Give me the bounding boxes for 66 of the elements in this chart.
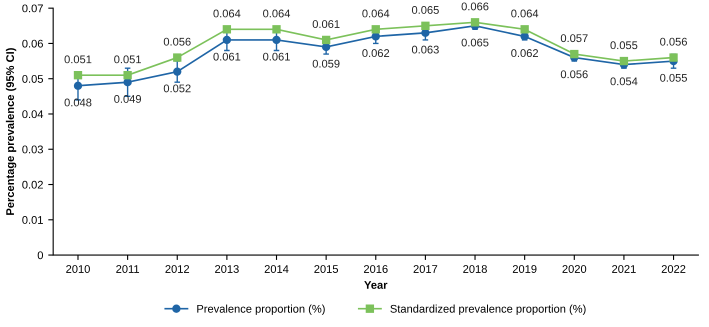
y-tick-label: 0.07 (22, 4, 43, 12)
x-tick-label: 2021 (612, 265, 636, 273)
point (222, 36, 232, 44)
data-label: 0.051 (114, 55, 141, 64)
y-tick-label: 0.03 (22, 146, 43, 154)
x-tick-label: 2017 (414, 265, 438, 273)
point (372, 25, 380, 34)
point (74, 82, 82, 90)
data-label: 0.063 (412, 46, 439, 54)
data-label: 0.056 (660, 38, 687, 46)
point (173, 67, 182, 76)
data-label: 0.056 (560, 70, 588, 78)
point (470, 18, 480, 26)
data-label: 0.061 (213, 52, 240, 61)
data-label: 0.051 (64, 55, 92, 64)
y-tick-label: 0.05 (22, 74, 43, 83)
x-tick-label: 2020 (562, 265, 586, 273)
y-tick-label: 0.06 (22, 40, 43, 48)
point (123, 71, 132, 80)
point (620, 56, 628, 66)
data-label: 0.057 (560, 34, 588, 42)
legend-label: Prevalence proportion (%) (197, 304, 325, 315)
point (421, 22, 430, 30)
point (222, 25, 232, 34)
point (74, 71, 82, 80)
data-label: 0.061 (312, 20, 340, 28)
data-label: 0.061 (263, 52, 290, 61)
data-label: 0.065 (412, 6, 439, 14)
x-tick-label: 2010 (66, 265, 90, 273)
data-label: 0.064 (263, 10, 290, 18)
data-label: 0.064 (362, 10, 390, 18)
y-tick-label: 0.01 (22, 216, 43, 224)
x-tick-label: 2016 (364, 265, 388, 273)
point (322, 36, 330, 44)
x-tick-label: 2019 (512, 265, 536, 273)
x-tick-label: 2014 (264, 265, 289, 273)
data-label: 0.059 (312, 60, 340, 68)
x-tick-label: 2022 (662, 265, 686, 273)
x-tick-label: 2015 (314, 265, 338, 273)
y-axis-title: Percentage prevalence (95% CI) (6, 48, 16, 215)
y-tick-label: 0.04 (22, 110, 44, 118)
x-tick-label: 2018 (463, 265, 487, 273)
data-label: 0.062 (362, 49, 390, 58)
legend-label: Standardized prevalence proportion (%) (390, 304, 586, 315)
point (570, 50, 578, 58)
data-label: 0.054 (610, 77, 638, 86)
y-tick-label: 0.02 (22, 180, 43, 189)
data-label: 0.064 (213, 10, 240, 18)
x-tick-label: 2012 (165, 265, 190, 273)
data-label: 0.062 (511, 49, 538, 58)
x-tick-label: 2013 (215, 265, 239, 273)
point (520, 25, 529, 34)
x-axis-title: Year (364, 281, 388, 289)
y-tick-label: 0 (38, 251, 44, 260)
x-tick-label: 2011 (116, 265, 140, 273)
data-label: 0.066 (462, 2, 488, 10)
data-label: 0.056 (164, 38, 191, 46)
data-label: 0.055 (660, 74, 687, 82)
data-label: 0.065 (462, 38, 488, 46)
point (272, 25, 281, 34)
data-label: 0.048 (64, 98, 92, 106)
data-label: 0.055 (610, 41, 638, 50)
data-label: 0.052 (164, 84, 191, 92)
data-label: 0.049 (114, 95, 141, 103)
data-label: 0.064 (511, 10, 538, 18)
point (272, 36, 281, 44)
